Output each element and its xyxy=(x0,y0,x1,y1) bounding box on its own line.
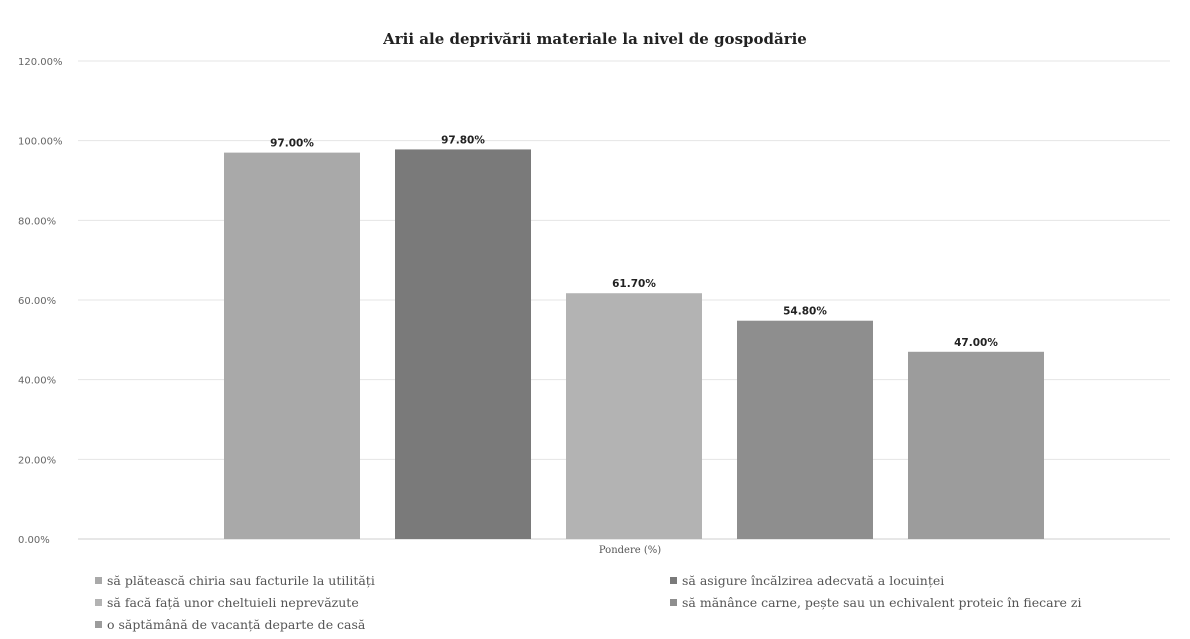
y-tick-label: 60.00% xyxy=(18,296,56,307)
y-tick-label: 40.00% xyxy=(18,376,56,387)
data-label: 97.80% xyxy=(441,134,485,146)
data-label: 47.00% xyxy=(954,337,998,349)
legend-swatch xyxy=(670,599,677,606)
legend-entry: o săptămână de vacanță departe de casă xyxy=(95,616,365,632)
bar xyxy=(908,351,1044,539)
bar xyxy=(737,320,873,539)
plot-area: 0.00% 20.00% 40.00% 60.00% 80.00% 100.00% 120.… xyxy=(18,57,1170,556)
legend-label: o săptămână de vacanță departe de casă xyxy=(107,617,366,632)
data-label: 61.70% xyxy=(612,278,656,290)
legend-label: să facă față unor cheltuieli neprevăzute xyxy=(107,595,359,610)
y-tick-label: 0.00% xyxy=(18,535,50,546)
legend-entry: să plătească chiria sau facturile la uti… xyxy=(95,572,375,588)
data-label: 97.00% xyxy=(270,138,314,150)
legend-entry: să mănânce carne, pește sau un echivalen… xyxy=(670,594,1082,610)
legend-label: să plătească chiria sau facturile la uti… xyxy=(107,573,375,588)
legend-swatch xyxy=(95,577,102,584)
y-tick-label: 80.00% xyxy=(18,216,56,227)
legend-swatch xyxy=(95,599,102,606)
legend-entry: să facă față unor cheltuieli neprevăzute xyxy=(95,594,359,610)
legend-label: să mănânce carne, pește sau un echivalen… xyxy=(682,595,1082,610)
legend-label: să asigure încălzirea adecvată a locuinț… xyxy=(682,573,945,588)
legend-swatch xyxy=(670,577,677,584)
y-tick-label: 20.00% xyxy=(18,455,56,466)
x-axis-title: Pondere (%) xyxy=(599,545,661,556)
chart-title: Arii ale deprivării materiale la nivel d… xyxy=(383,30,807,48)
legend-entry: să asigure încălzirea adecvată a locuinț… xyxy=(670,572,944,588)
legend-swatch xyxy=(95,621,102,628)
y-tick-label: 100.00% xyxy=(18,137,63,148)
bar xyxy=(395,149,531,539)
legend: să plătească chiria sau facturile la uti… xyxy=(95,570,1155,636)
data-label: 54.80% xyxy=(783,306,827,318)
y-tick-label: 120.00% xyxy=(18,57,63,68)
bar xyxy=(566,293,702,539)
bar xyxy=(224,152,360,539)
